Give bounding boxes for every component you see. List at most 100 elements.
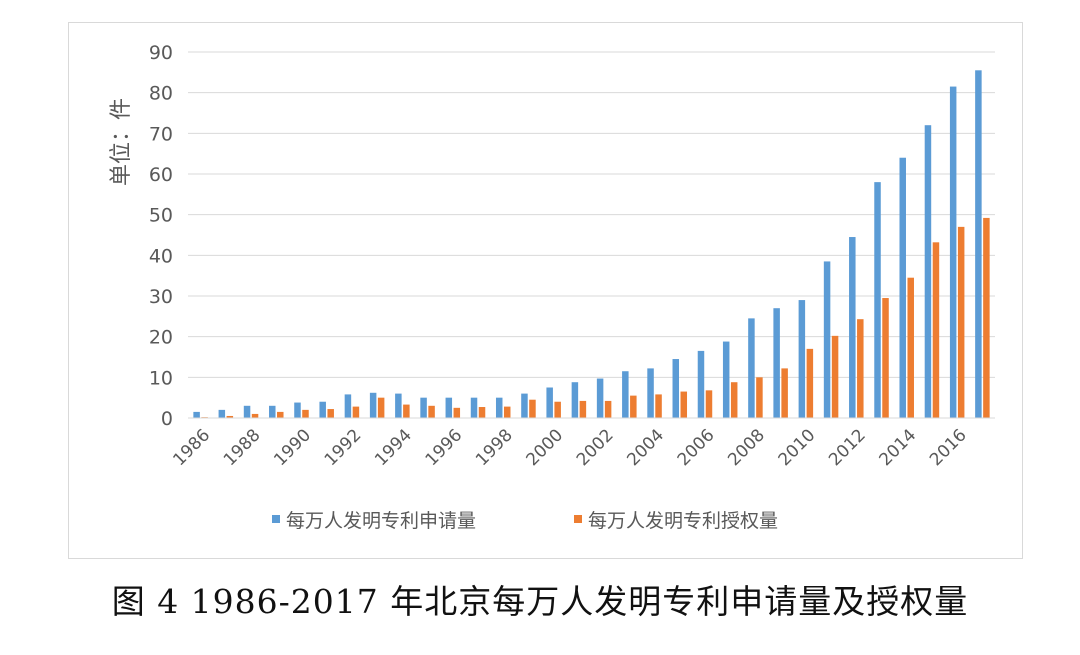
bar-grants [630, 395, 637, 418]
x-tick-label: 1998 [472, 425, 517, 470]
bar-grants [806, 348, 814, 418]
bar-grants [680, 391, 688, 418]
bar-applications [697, 350, 705, 418]
bar-applications [294, 402, 301, 418]
y-tick-label: 80 [149, 83, 173, 105]
bar-grants [226, 415, 234, 418]
bar-applications [975, 70, 982, 419]
y-tick-label: 70 [149, 123, 173, 145]
legend-label: 每万人发明专利申请量 [286, 510, 476, 532]
bar-applications [193, 411, 200, 418]
bar-applications [521, 393, 528, 418]
bar-grants [428, 405, 435, 418]
bar-applications [596, 378, 604, 418]
y-axis-label: 单位：件 [109, 98, 134, 186]
bar-applications [269, 405, 276, 418]
y-tick-label: 60 [149, 164, 173, 186]
x-tick-label: 2008 [724, 425, 769, 470]
bar-applications [344, 394, 352, 418]
y-tick-label: 40 [149, 245, 173, 267]
bar-grants [302, 409, 309, 418]
legend-swatch [574, 515, 582, 523]
y-axis-ticks: 0 10 20 30 40 50 60 70 80 90 [149, 42, 173, 430]
y-tick-label: 50 [149, 205, 173, 227]
y-tick-label: 90 [149, 42, 173, 64]
y-tick-label: 30 [149, 286, 173, 308]
bar-applications [823, 261, 831, 418]
bar-grants [932, 242, 940, 418]
bar-grants [882, 298, 889, 418]
bar-grants [503, 406, 511, 418]
bar-grants [983, 217, 990, 418]
bar-grants [579, 400, 587, 418]
x-tick-label: 1986 [169, 425, 214, 470]
bar-applications [722, 341, 730, 418]
x-tick-label: 1990 [270, 425, 315, 470]
bar-applications [773, 308, 780, 418]
x-tick-label: 2004 [623, 425, 668, 470]
x-tick-label: 1994 [371, 425, 416, 470]
bar-applications [319, 401, 326, 418]
bar-grants [831, 335, 839, 418]
bar-applications [420, 397, 427, 418]
bar-grants [352, 406, 360, 418]
bar-applications [874, 182, 881, 418]
bar-grants [705, 390, 713, 418]
bar-applications [849, 237, 856, 418]
bar-applications [622, 371, 629, 418]
chart-frame [68, 22, 1023, 559]
bar-grants [957, 226, 965, 418]
bars [193, 70, 990, 419]
bar-grants [453, 407, 461, 418]
bar-grants [327, 409, 334, 418]
bar-grants [277, 411, 284, 418]
x-tick-label: 1992 [321, 425, 366, 470]
bar-applications [369, 392, 377, 418]
x-tick-label: 2000 [522, 425, 567, 470]
x-tick-label: 2012 [825, 425, 870, 470]
y-tick-label: 10 [149, 367, 173, 389]
x-tick-label: 2010 [775, 425, 820, 470]
bar-applications [798, 300, 806, 418]
bar-grants [554, 401, 561, 418]
bar-grants [604, 400, 612, 418]
bar-grants [251, 413, 259, 418]
bar-applications [949, 86, 957, 418]
legend-swatch [272, 515, 280, 523]
bar-grants [730, 382, 738, 418]
x-tick-label: 2006 [674, 425, 719, 470]
bar-applications [395, 393, 402, 418]
x-tick-label: 2016 [926, 425, 971, 470]
bar-grants [756, 377, 763, 418]
bar-applications [243, 405, 251, 418]
bar-applications [218, 409, 226, 418]
bar-applications [899, 157, 906, 419]
bar-applications [748, 318, 755, 418]
x-axis-ticks: 1986 1988 1990 1992 1994 1996 1998 2000 2002 2004… [169, 425, 970, 470]
bar-grants [781, 368, 788, 418]
bar-grants [529, 399, 536, 418]
bar-applications [445, 397, 453, 418]
x-tick-label: 2014 [876, 425, 921, 470]
legend: 每万人发明专利申请量 每万人发明专利授权量 [272, 510, 778, 532]
y-tick-label: 20 [149, 327, 173, 349]
bar-applications [470, 397, 478, 418]
bar-applications [495, 397, 503, 418]
bar-grants [907, 277, 914, 418]
bar-grants [377, 397, 385, 418]
bar-grants [478, 407, 486, 418]
figure-caption: 图 4 1986-2017 年北京每万人发明专利申请量及授权量 [111, 582, 969, 621]
x-tick-label: 2002 [573, 425, 618, 470]
gridlines [188, 51, 995, 378]
bar-chart: 0 10 20 30 40 50 60 70 80 90 1986 1988 1990 1992 1994… [109, 42, 995, 532]
x-tick-label: 1996 [422, 425, 467, 470]
bar-applications [672, 359, 680, 418]
x-tick-label: 1988 [220, 425, 265, 470]
legend-label: 每万人发明专利授权量 [588, 510, 778, 532]
bar-applications [924, 125, 932, 418]
bar-grants [857, 319, 864, 418]
bar-applications [571, 382, 579, 418]
bar-grants [655, 394, 662, 418]
y-tick-label: 0 [161, 408, 173, 430]
bar-grants [403, 404, 410, 418]
